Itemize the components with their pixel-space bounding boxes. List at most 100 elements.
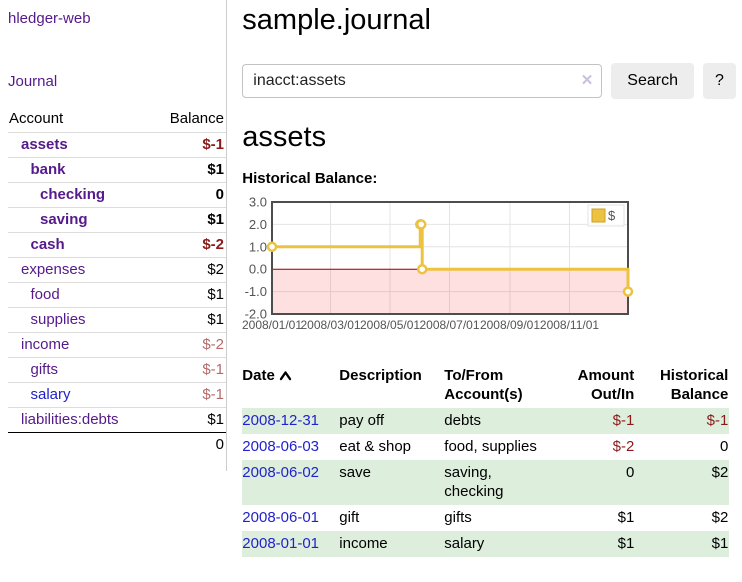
register-amount-cell: $-2 xyxy=(612,438,635,455)
register-accounts-cell: salary xyxy=(444,535,485,552)
search-button[interactable]: Search xyxy=(611,63,694,99)
register-date-link[interactable]: 2008-01-01 xyxy=(242,535,320,552)
register-description-cell: eat & shop xyxy=(339,438,412,455)
accounts-total-row: 0 xyxy=(8,432,226,458)
register-balance-cell: $-1 xyxy=(706,412,729,429)
account-balance: $1 xyxy=(207,286,224,303)
svg-text:2008/09/01: 2008/09/01 xyxy=(480,318,540,332)
app-title-link[interactable]: hledger-web xyxy=(8,10,91,27)
register-date-link[interactable]: 2008-12-31 xyxy=(242,412,320,429)
account-cell: income xyxy=(8,333,153,358)
accounts-header-balance: Balance xyxy=(169,110,224,127)
account-balance: $-1 xyxy=(202,136,224,153)
svg-text:-1.0: -1.0 xyxy=(245,284,267,299)
search-input[interactable] xyxy=(242,64,603,98)
accounts-total-spacer xyxy=(8,433,153,458)
svg-text:2008/01/01: 2008/01/01 xyxy=(242,318,302,332)
account-row: liabilities:debts $1 xyxy=(8,407,226,433)
register-amount-cell: 0 xyxy=(625,464,635,481)
register-description-cell: save xyxy=(339,464,371,481)
register-amount-cell: $-1 xyxy=(612,412,635,429)
account-row: bank $1 xyxy=(8,157,226,183)
register-accounts-cell: gifts xyxy=(444,509,472,526)
register-header-accounts: To/From Account(s) xyxy=(444,363,552,408)
svg-text:2008/11/01: 2008/11/01 xyxy=(540,318,599,332)
help-button[interactable]: ? xyxy=(703,63,736,99)
register-balance-cell: 0 xyxy=(719,438,729,455)
account-row: supplies $1 xyxy=(8,307,226,333)
account-balance: $-2 xyxy=(202,236,224,253)
account-link[interactable]: liabilities:debts xyxy=(21,411,119,428)
account-link[interactable]: salary xyxy=(30,386,71,403)
svg-text:-2.0: -2.0 xyxy=(245,307,267,322)
account-cell: cash xyxy=(8,233,153,258)
svg-text:2.0: 2.0 xyxy=(249,217,267,232)
account-balance: $-2 xyxy=(202,336,224,353)
register-description-cell: pay off xyxy=(339,412,385,429)
register-date-link[interactable]: 2008-06-02 xyxy=(242,464,320,481)
account-link[interactable]: expenses xyxy=(21,261,86,278)
accounts-total-value: 0 xyxy=(215,436,224,453)
register-table: Date Description To/From Account(s) Amou… xyxy=(242,363,730,557)
account-row: salary $-1 xyxy=(8,382,226,408)
register-accounts-cell: debts xyxy=(444,412,481,429)
register-header-accounts-line1: To/From xyxy=(444,367,504,384)
account-row: expenses $2 xyxy=(8,257,226,283)
account-row: saving $1 xyxy=(8,207,226,233)
account-cell: assets xyxy=(8,133,153,158)
svg-text:2008/07/01: 2008/07/01 xyxy=(420,318,480,332)
svg-text:2008/03/01: 2008/03/01 xyxy=(301,318,361,332)
account-link[interactable]: saving xyxy=(40,211,88,228)
register-header-date-label: Date xyxy=(242,367,275,384)
register-header-amount-line2: Out/In xyxy=(590,386,635,403)
account-balance: $-1 xyxy=(202,361,224,378)
sidebar-item-journal[interactable]: Journal xyxy=(8,73,58,90)
account-cell: salary xyxy=(8,383,153,408)
register-date-cell: 2008-12-31 xyxy=(242,408,339,434)
register-date-link[interactable]: 2008-06-03 xyxy=(242,438,320,455)
account-link[interactable]: gifts xyxy=(30,361,59,378)
register-header-balance-line1: Historical xyxy=(659,367,729,384)
account-link[interactable]: income xyxy=(21,336,70,353)
clear-search-icon[interactable]: ✕ xyxy=(580,72,594,89)
account-link[interactable]: cash xyxy=(30,236,65,253)
accounts-table: Account Balance assets $-1 bank $1 checking 0… xyxy=(8,106,226,457)
account-link[interactable]: bank xyxy=(30,161,66,178)
register-amount-cell: $1 xyxy=(617,535,635,552)
account-link[interactable]: assets xyxy=(21,136,68,153)
account-balance: 0 xyxy=(215,186,224,203)
svg-text:2008/05/01: 2008/05/01 xyxy=(360,318,420,332)
main-content: sample.journal ✕ Search ? assets Histori… xyxy=(227,0,742,567)
account-cell: liabilities:debts xyxy=(8,408,153,433)
account-link[interactable]: food xyxy=(30,286,60,303)
account-link[interactable]: supplies xyxy=(30,311,86,328)
register-header-row: Date Description To/From Account(s) Amou… xyxy=(242,363,729,408)
account-cell: supplies xyxy=(8,308,153,333)
chart-canvas: 3.0 2.0 1.0 0.0 -1.0 -2.02008/01/012008/03/01… xyxy=(242,195,634,332)
register-description-cell: income xyxy=(339,535,388,552)
register-date-cell: 2008-06-01 xyxy=(242,505,339,531)
account-heading: assets xyxy=(242,121,327,153)
sort-ascending-icon xyxy=(279,367,292,386)
account-cell: saving xyxy=(8,208,153,233)
register-header-accounts-line2: Account(s) xyxy=(444,386,523,403)
register-date-cell: 2008-06-02 xyxy=(242,460,339,505)
search-box: ✕ xyxy=(242,64,603,98)
account-balance: $1 xyxy=(207,211,224,228)
account-row: income $-2 xyxy=(8,332,226,358)
account-cell: food xyxy=(8,283,153,308)
accounts-header-account: Account xyxy=(9,110,64,127)
account-row: gifts $-1 xyxy=(8,357,226,383)
account-balance: $2 xyxy=(207,261,224,278)
register-date-link[interactable]: 2008-06-01 xyxy=(242,509,320,526)
register-accounts-cell: food, supplies xyxy=(444,438,537,455)
account-row: cash $-2 xyxy=(8,232,226,258)
register-balance-cell: $2 xyxy=(711,509,729,526)
register-amount-cell: $1 xyxy=(617,509,635,526)
account-link[interactable]: checking xyxy=(40,186,106,203)
page-title: sample.journal xyxy=(242,4,431,36)
register-header-date[interactable]: Date xyxy=(242,363,339,408)
register-header-amount-line1: Amount xyxy=(577,367,635,384)
register-balance-cell: $1 xyxy=(711,535,729,552)
account-row: food $1 xyxy=(8,282,226,308)
